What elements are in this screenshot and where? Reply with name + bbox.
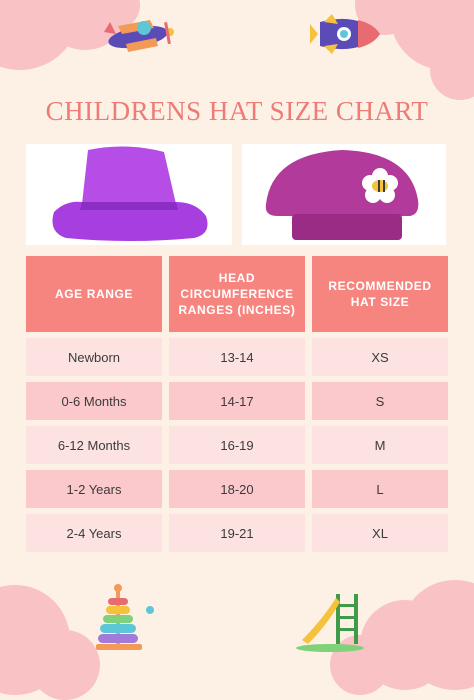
circumference-cell: 14-17 — [169, 382, 305, 420]
age-cell: 0-6 Months — [26, 382, 162, 420]
size-cell: M — [312, 426, 448, 464]
page-title: CHILDRENS HAT SIZE CHART — [45, 96, 429, 126]
rocket-icon — [310, 14, 380, 54]
circumference-cell: 13-14 — [169, 338, 305, 376]
header-age-range: AGE RANGE — [26, 256, 162, 332]
age-cell: 1-2 Years — [26, 470, 162, 508]
size-cell: XS — [312, 338, 448, 376]
header-recommended-size: RECOMMENDED HAT SIZE — [312, 256, 448, 332]
size-cell: L — [312, 470, 448, 508]
age-cell: 6-12 Months — [26, 426, 162, 464]
age-cell: Newborn — [26, 338, 162, 376]
playground-slide-icon — [296, 594, 364, 652]
bucket-hat-image — [26, 144, 232, 245]
circumference-cell: 16-19 — [169, 426, 305, 464]
beanie-image — [242, 144, 446, 245]
size-cell: XL — [312, 514, 448, 552]
circumference-cell: 19-21 — [169, 514, 305, 552]
age-cell: 2-4 Years — [26, 514, 162, 552]
airplane-icon — [104, 20, 174, 52]
header-head-circumference: HEAD CIRCUMFERENCE RANGES (INCHES) — [169, 256, 305, 332]
stacking-rings-toy-icon — [96, 584, 154, 650]
circumference-cell: 18-20 — [169, 470, 305, 508]
size-cell: S — [312, 382, 448, 420]
